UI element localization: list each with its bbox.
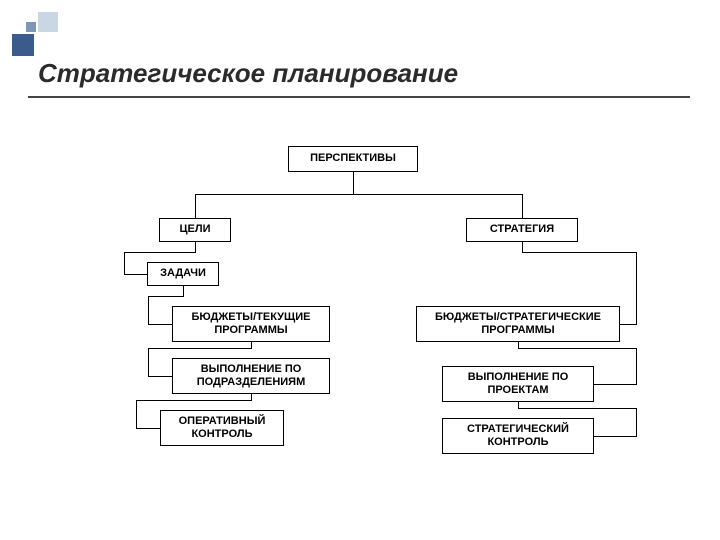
connector xyxy=(353,172,354,195)
connector xyxy=(148,324,173,325)
page-title: Стратегическое планирование xyxy=(38,58,458,89)
connector xyxy=(148,296,149,325)
connector xyxy=(148,348,149,377)
node-budgets_strategic: БЮДЖЕТЫ/СТРАТЕГИЧЕСКИЕ ПРОГРАММЫ xyxy=(416,306,620,342)
connector xyxy=(353,194,523,195)
connector xyxy=(124,252,196,253)
connector xyxy=(522,252,637,253)
connector xyxy=(594,384,637,385)
connector xyxy=(518,408,637,409)
connector xyxy=(636,348,637,385)
connector xyxy=(136,428,161,429)
connector xyxy=(124,274,148,275)
node-tasks: ЗАДАЧИ xyxy=(147,262,219,286)
title-underline xyxy=(28,96,690,98)
connector xyxy=(124,252,125,275)
connector xyxy=(636,252,637,325)
connector xyxy=(195,194,354,195)
connector xyxy=(522,194,523,219)
node-op_control: ОПЕРАТИВНЫЙ КОНТРОЛЬ xyxy=(160,410,284,446)
connector xyxy=(636,408,637,437)
connector xyxy=(620,324,637,325)
node-exec_proj: ВЫПОЛНЕНИЕ ПО ПРОЕКТАМ xyxy=(442,366,594,402)
node-strat_control: СТРАТЕГИЧЕСКИЙ КОНТРОЛЬ xyxy=(442,418,594,454)
connector xyxy=(518,348,637,349)
node-exec_dept: ВЫПОЛНЕНИЕ ПО ПОДРАЗДЕЛЕНИЯМ xyxy=(172,358,330,394)
connector xyxy=(594,436,637,437)
connector xyxy=(148,296,184,297)
node-budgets_current: БЮДЖЕТЫ/ТЕКУЩИЕ ПРОГРАММЫ xyxy=(172,306,330,342)
corner-decoration xyxy=(12,12,60,60)
connector xyxy=(148,348,252,349)
node-goals: ЦЕЛИ xyxy=(159,218,231,242)
connector xyxy=(136,400,252,401)
connector xyxy=(136,400,137,429)
connector xyxy=(195,194,196,219)
node-strategy: СТРАТЕГИЯ xyxy=(466,218,578,242)
connector xyxy=(148,376,173,377)
node-perspectives: ПЕРСПЕКТИВЫ xyxy=(288,146,418,172)
